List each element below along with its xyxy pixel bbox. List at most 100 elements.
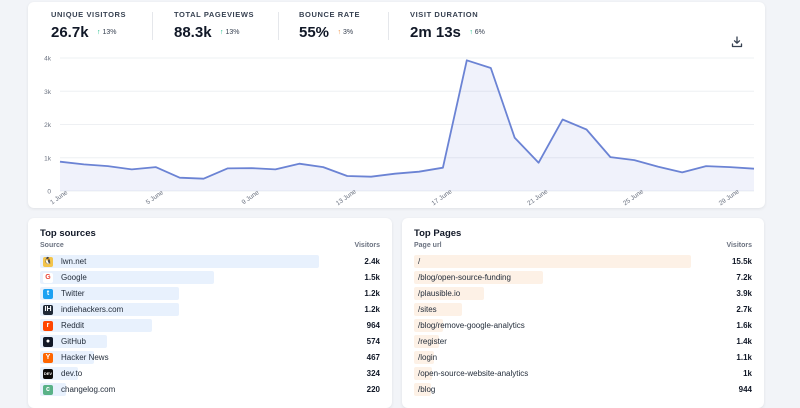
list-item[interactable]: /sites 2.7k bbox=[414, 302, 752, 318]
list-item[interactable]: IH indiehackers.com 1.2k bbox=[40, 302, 380, 318]
list-item[interactable]: G Google 1.5k bbox=[40, 270, 380, 286]
source-link[interactable]: Reddit bbox=[61, 321, 85, 330]
visitor-bar bbox=[40, 287, 180, 300]
visitor-count: 467 bbox=[366, 353, 380, 362]
page-url-link[interactable]: /register bbox=[418, 337, 447, 346]
visitor-count: 324 bbox=[366, 369, 380, 378]
y-tick-label: 1k bbox=[44, 155, 52, 162]
x-tick-label: 5 June bbox=[145, 189, 165, 206]
list-item[interactable]: t Twitter 1.2k bbox=[40, 286, 380, 302]
indiehackers-icon: IH bbox=[43, 305, 53, 315]
source-column-header: Source bbox=[40, 242, 64, 249]
visitor-count: 220 bbox=[366, 385, 380, 394]
list-item[interactable]: /blog 944 bbox=[414, 382, 752, 398]
y-tick-label: 0 bbox=[47, 189, 51, 196]
stat-visit-duration[interactable]: VISIT DURATION 2m 13s ↑ 6% bbox=[410, 10, 485, 42]
list-item[interactable]: r Reddit 964 bbox=[40, 318, 380, 334]
reddit-icon: r bbox=[43, 321, 53, 331]
list-item[interactable]: /blog/remove-google-analytics 1.6k bbox=[414, 318, 752, 334]
stat-change: ↑ 6% bbox=[469, 29, 485, 36]
stat-label: VISIT DURATION bbox=[410, 10, 479, 19]
list-item[interactable]: /open-source-website-analytics 1k bbox=[414, 366, 752, 382]
visitor-bar bbox=[414, 303, 463, 316]
stat-value: 55% bbox=[299, 24, 330, 41]
page-url-link[interactable]: /blog/open-source-funding bbox=[418, 273, 511, 282]
list-item[interactable]: /register 1.4k bbox=[414, 334, 752, 350]
stat-unique-visitors[interactable]: UNIQUE VISITORS 26.7k ↑ 13% bbox=[51, 10, 126, 42]
arrow-up-icon: ↑ bbox=[469, 29, 473, 36]
list-item[interactable]: / 15.5k bbox=[414, 254, 752, 270]
page-url-link[interactable]: / bbox=[418, 257, 421, 266]
stat-bounce-rate[interactable]: BOUNCE RATE 55% ↑ 3% bbox=[299, 10, 360, 42]
visitor-count: 1.4k bbox=[736, 337, 752, 346]
source-link[interactable]: Hacker News bbox=[61, 353, 109, 362]
visitor-count: 1.5k bbox=[364, 273, 380, 282]
list-item[interactable]: /login 1.1k bbox=[414, 350, 752, 366]
visitor-count: 1.6k bbox=[736, 321, 752, 330]
page-url-link[interactable]: /sites bbox=[418, 305, 437, 314]
series-line bbox=[59, 59, 755, 180]
download-icon[interactable] bbox=[731, 36, 743, 48]
top-pages-title: Top Pages bbox=[414, 228, 462, 239]
list-item[interactable]: DEV dev.to 324 bbox=[40, 366, 380, 382]
visitor-bar bbox=[414, 335, 440, 348]
list-item[interactable]: 🐧 lwn.net 2.4k bbox=[40, 254, 380, 270]
visitor-count: 2.7k bbox=[736, 305, 752, 314]
x-tick-label: 1 June bbox=[49, 189, 69, 206]
stat-label: TOTAL PAGEVIEWS bbox=[174, 10, 255, 19]
page-url-link[interactable]: /blog/remove-google-analytics bbox=[418, 321, 525, 330]
source-link[interactable]: GitHub bbox=[61, 337, 86, 346]
stat-total-pageviews[interactable]: TOTAL PAGEVIEWS 88.3k ↑ 13% bbox=[174, 10, 254, 42]
visitors-column-header: Visitors bbox=[354, 242, 380, 249]
visitor-bar bbox=[414, 287, 484, 300]
visitor-bar bbox=[40, 319, 152, 332]
visitor-count: 7.2k bbox=[736, 273, 752, 282]
visitor-bar bbox=[414, 383, 431, 396]
visitor-count: 3.9k bbox=[736, 289, 752, 298]
source-link[interactable]: lwn.net bbox=[61, 257, 87, 266]
y-tick-label: 3k bbox=[44, 89, 52, 96]
stat-change: ↑ 3% bbox=[337, 29, 354, 36]
stat-value: 26.7k bbox=[51, 24, 89, 41]
top-sources-title: Top sources bbox=[40, 228, 96, 239]
page-url-link[interactable]: /plausible.io bbox=[418, 289, 461, 298]
list-item[interactable]: /blog/open-source-funding 7.2k bbox=[414, 270, 752, 286]
visitor-count: 1.2k bbox=[364, 305, 380, 314]
source-link[interactable]: Twitter bbox=[61, 289, 85, 298]
visitor-count: 574 bbox=[366, 337, 380, 346]
list-item[interactable]: /plausible.io 3.9k bbox=[414, 286, 752, 302]
top-sources-card: Top sources Source Visitors 🐧 lwn.net 2.4k… bbox=[28, 218, 392, 408]
visitor-bar bbox=[414, 367, 432, 380]
visitor-bar bbox=[414, 319, 443, 332]
top-sources-list: 🐧 lwn.net 2.4k G Google 1.5k t Twitter 1.2k IH ind… bbox=[40, 254, 380, 398]
stat-value: 88.3k bbox=[174, 24, 212, 41]
visitor-count: 1k bbox=[743, 369, 752, 378]
stat-divider bbox=[388, 12, 389, 40]
page-url-link[interactable]: /login bbox=[418, 353, 438, 362]
hacker-news-icon: Y bbox=[43, 353, 53, 363]
stat-label: BOUNCE RATE bbox=[299, 10, 361, 19]
visitor-bar bbox=[40, 303, 180, 316]
list-item[interactable]: Y Hacker News 467 bbox=[40, 350, 380, 366]
list-item[interactable]: c changelog.com 220 bbox=[40, 382, 380, 398]
arrow-up-icon: ↑ bbox=[97, 29, 101, 36]
list-item[interactable]: ● GitHub 574 bbox=[40, 334, 380, 350]
top-pages-list: / 15.5k/blog/open-source-funding 7.2k/plau… bbox=[414, 254, 752, 398]
page-url-link[interactable]: /open-source-website-analytics bbox=[418, 369, 529, 378]
y-tick-label: 2k bbox=[44, 122, 52, 129]
linux-penguin-icon: 🐧 bbox=[43, 257, 53, 267]
visitor-bar bbox=[40, 335, 107, 348]
source-link[interactable]: Google bbox=[61, 273, 87, 282]
page-url-link[interactable]: /blog bbox=[418, 385, 436, 394]
page-url-column-header: Page url bbox=[414, 242, 442, 249]
arrow-up-icon: ↑ bbox=[220, 29, 224, 36]
source-link[interactable]: changelog.com bbox=[61, 385, 116, 394]
source-link[interactable]: indiehackers.com bbox=[61, 305, 124, 314]
visitors-chart-card: UNIQUE VISITORS 26.7k ↑ 13% TOTAL PAGEVI… bbox=[28, 2, 765, 208]
visitors-column-header: Visitors bbox=[726, 242, 752, 249]
series-area bbox=[60, 60, 754, 191]
source-link[interactable]: dev.to bbox=[61, 369, 83, 378]
stat-label: UNIQUE VISITORS bbox=[51, 10, 127, 19]
stats-row: UNIQUE VISITORS 26.7k ↑ 13% TOTAL PAGEVI… bbox=[28, 2, 765, 42]
